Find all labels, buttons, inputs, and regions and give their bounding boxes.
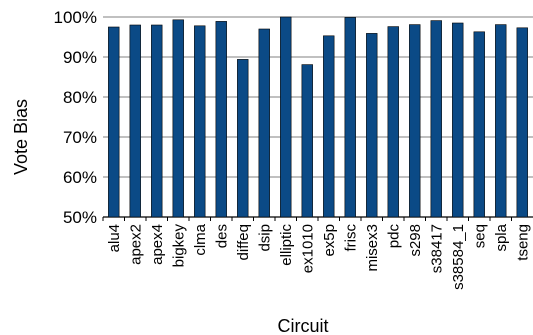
y-axis-title: Vote Bias [11,99,31,175]
bar-dsip [258,28,270,218]
x-tick-label: spla [493,223,510,251]
bar-ex5p [323,35,335,218]
y-tick-label: 60% [63,168,97,187]
x-tick-label: ex1010 [299,224,316,273]
bar-elliptic [280,16,292,218]
y-tick-labels: 50% 60% 70% 80% 90% 100% [54,8,97,227]
x-tick-labels: alu4 apex2 apex4 bigkey clma des diffeq dsip ell… [102,217,531,290]
bar-alu4 [108,26,120,218]
gridlines [103,16,533,218]
x-tick-label: pdc [385,224,402,249]
bar-ex1010 [301,64,313,218]
bar-apex4 [151,24,163,218]
bar-s298 [409,24,421,218]
bar-s38584_1 [452,22,464,218]
x-tick-label: bigkey [170,224,187,268]
x-tick-label: dsip [256,224,273,252]
bar-diffeq [237,59,249,218]
x-tick-label: misex3 [364,224,381,272]
bar-des [215,21,227,218]
y-tick-label: 90% [63,48,97,67]
x-tick-label: apex2 [127,224,144,265]
y-tick-label: 50% [63,208,97,227]
x-tick-label: s38584_1 [450,224,467,290]
bar-tseng [516,27,528,218]
x-tick-label: clma [192,223,209,255]
bar-clma [194,25,206,218]
x-tick-label: seq [471,224,488,248]
bar-apex2 [129,24,141,218]
x-tick-label: des [213,224,230,248]
x-tick-label: diffeq [235,224,252,260]
x-axis-title: Circuit [277,316,328,335]
bars [108,16,528,218]
x-tick-label: alu4 [106,224,123,252]
y-tick-label: 100% [54,8,97,27]
bar-misex3 [366,33,378,218]
x-tick-label: elliptic [278,224,295,266]
x-tick-label: ex5p [321,224,338,257]
bar-s38417 [430,20,442,218]
x-tick-label: s38417 [428,224,445,273]
y-tick-label: 80% [63,88,97,107]
x-tick-label: apex4 [149,224,166,265]
x-tick-label: tseng [514,224,531,261]
x-tick-label: s298 [407,224,424,257]
bar-bigkey [172,19,184,218]
bar-frisc [344,17,356,218]
bar-spla [495,24,507,218]
x-tick-label: frisc [342,224,359,252]
y-tick-label: 70% [63,128,97,147]
bar-seq [473,31,485,218]
bar-pdc [387,26,399,218]
